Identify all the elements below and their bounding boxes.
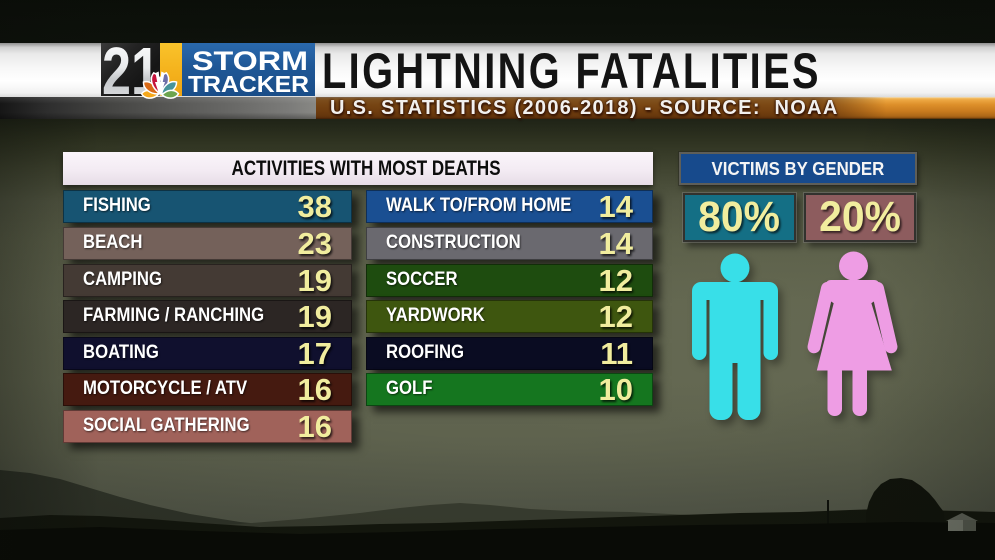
svg-text:TRACKER: TRACKER (188, 71, 309, 96)
svg-text:STORM: STORM (192, 46, 308, 76)
